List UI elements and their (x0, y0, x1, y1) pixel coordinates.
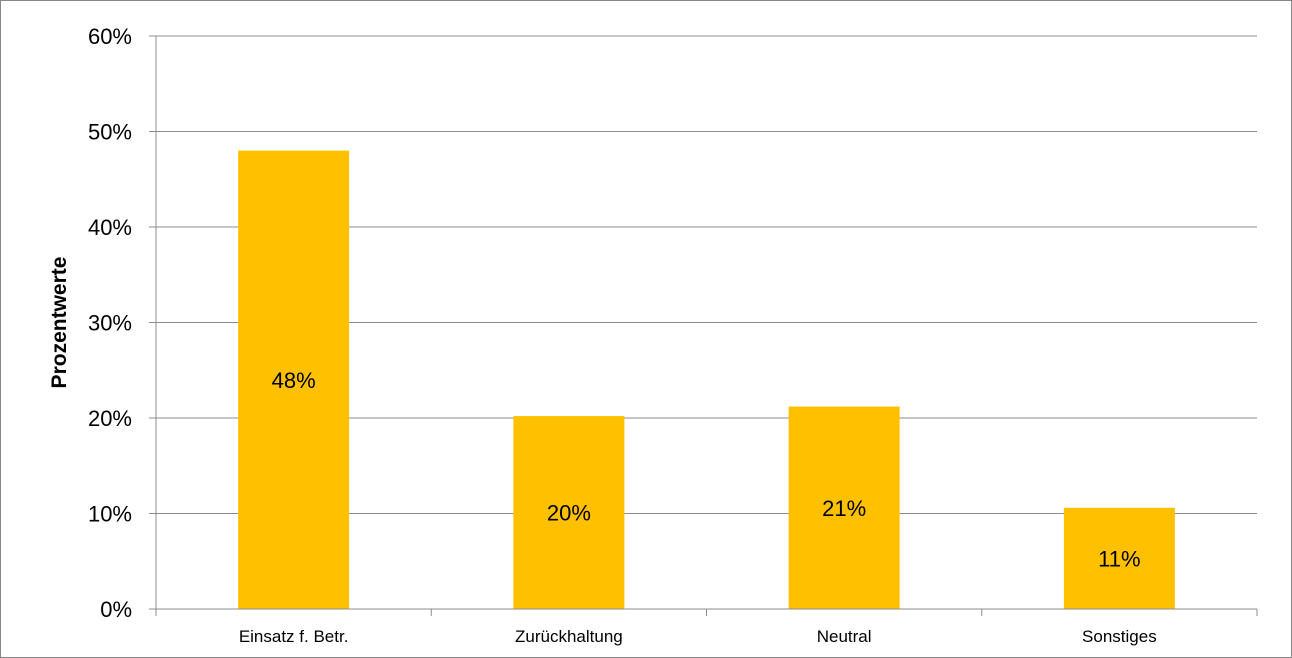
y-tick-label: 30% (88, 311, 132, 336)
axes (149, 35, 1258, 616)
data-label: 21% (822, 496, 866, 521)
bar (788, 406, 900, 609)
bar (238, 150, 350, 609)
y-tick-label: 60% (88, 24, 132, 49)
bar (1063, 507, 1175, 609)
data-labels: 48% 20% 21% 11% (272, 368, 1141, 572)
bars (238, 150, 1175, 609)
y-tick-label: 0% (100, 597, 132, 622)
x-category-label: Einsatz f. Betr. (239, 627, 349, 646)
data-label: 48% (272, 368, 316, 393)
y-tick-labels: 0% 10% 20% 30% 40% 50% 60% (88, 24, 132, 622)
y-axis-title: Prozentwerte (48, 257, 71, 389)
y-tick-label: 10% (88, 502, 132, 527)
data-label: 11% (1098, 546, 1140, 571)
x-category-label: Zurückhaltung (515, 627, 623, 646)
y-tick-label: 20% (88, 406, 132, 431)
y-tick-label: 40% (88, 215, 132, 240)
x-category-labels: Einsatz f. Betr. Zurückhaltung Neutral Sons… (239, 627, 1157, 646)
y-tick-label: 50% (88, 120, 132, 145)
bar (513, 416, 625, 609)
data-label: 20% (547, 501, 591, 526)
x-category-label: Sonstiges (1082, 627, 1157, 646)
x-category-label: Neutral (817, 627, 872, 646)
